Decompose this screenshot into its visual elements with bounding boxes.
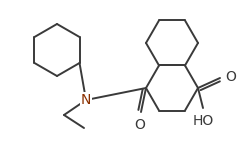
Text: O: O bbox=[135, 118, 145, 132]
Text: O: O bbox=[225, 70, 236, 84]
Text: HO: HO bbox=[192, 114, 214, 128]
Text: N: N bbox=[81, 93, 91, 107]
